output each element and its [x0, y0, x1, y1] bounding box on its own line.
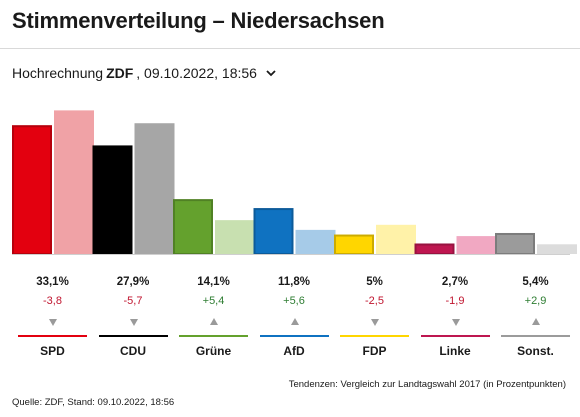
selector-prefix: Hochrechnung	[12, 65, 104, 81]
category-label: Grüne	[195, 344, 232, 358]
diff-label: +2,9	[524, 295, 547, 307]
value-label: 33,1%	[36, 276, 69, 288]
bar-2017-4	[376, 224, 416, 254]
bar-current-5[interactable]	[414, 243, 455, 256]
party-column: 14,1% +5,4 Grüne	[179, 270, 248, 370]
triangle-up-icon	[532, 318, 540, 325]
bar-current-6[interactable]	[495, 232, 535, 255]
party-column: 5% -2,5 FDP	[340, 270, 409, 370]
selector-source: ZDF	[106, 65, 134, 81]
party-color-line	[18, 335, 87, 337]
party-color-line	[501, 335, 570, 337]
chevron-down-icon[interactable]	[265, 67, 277, 79]
diff-label: -3,8	[43, 295, 62, 307]
source-line: Quelle: ZDF, Stand: 09.10.2022, 18:56	[12, 397, 175, 408]
value-label: 27,9%	[116, 276, 150, 288]
party-column: 11,8% +5,6 AfD	[259, 270, 329, 370]
bar-current-0[interactable]	[12, 125, 52, 256]
party-results: 33,1% -3,8 SPD 27,9% -5,7 CDU 14,1% +5,4 Grüne 11…	[0, 270, 580, 370]
bar-current-2[interactable]	[173, 199, 213, 255]
diff-label: +5,4	[202, 295, 225, 307]
diff-label: +5,6	[283, 295, 305, 307]
bar-current-4[interactable]	[334, 234, 374, 256]
bar-current-3[interactable]	[253, 208, 294, 255]
category-label: Sonst.	[517, 344, 554, 358]
bar-2017-3	[295, 229, 336, 254]
category-label: AfD	[283, 344, 305, 358]
party-color-line	[259, 335, 329, 337]
bar-2017-6	[537, 244, 577, 254]
party-column: 27,9% -5,7 CDU	[98, 270, 168, 370]
forecast-selector[interactable]: Hochrechnung ZDF , 09.10.2022, 18:56	[12, 65, 277, 81]
selector-date: , 09.10.2022, 18:56	[136, 65, 257, 81]
vote-share-chart	[12, 110, 577, 256]
party-column: 2,7% -1,9 Linke	[420, 270, 490, 370]
bar-2017-2	[215, 220, 255, 254]
category-label: SPD	[40, 344, 65, 358]
bar-current-1[interactable]	[92, 145, 133, 256]
bar-2017-0	[54, 110, 94, 254]
triangle-down-icon	[451, 319, 460, 326]
triangle-up-icon	[210, 318, 218, 325]
title-divider	[0, 48, 580, 49]
diff-label: -2,5	[365, 295, 384, 307]
triangle-down-icon	[49, 319, 57, 326]
bar-2017-1	[134, 123, 175, 255]
chart-baseline	[12, 254, 570, 255]
triangle-up-icon	[290, 318, 299, 325]
party-color-line	[420, 335, 490, 337]
diff-label: -1,9	[445, 295, 465, 307]
party-color-line	[98, 335, 168, 337]
value-label: 5,4%	[522, 276, 549, 288]
value-label: 5%	[366, 276, 383, 288]
triangle-down-icon	[371, 319, 379, 326]
value-label: 2,7%	[441, 276, 469, 288]
bar-2017-5	[456, 236, 497, 254]
value-label: 11,8%	[278, 276, 310, 288]
party-column: 33,1% -3,8 SPD	[18, 270, 87, 370]
party-column: 5,4% +2,9 Sonst.	[501, 270, 570, 370]
triangle-down-icon	[129, 319, 138, 326]
diff-label: -5,7	[123, 295, 143, 307]
category-label: FDP	[362, 344, 387, 358]
value-label: 14,1%	[197, 276, 230, 288]
page-title: Stimmenverteilung – Niedersachsen	[12, 8, 385, 33]
party-color-line	[179, 335, 248, 337]
party-color-line	[340, 335, 409, 337]
trend-note: Tendenzen: Vergleich zur Landtagswahl 20…	[288, 379, 566, 390]
category-label: Linke	[439, 344, 471, 358]
category-label: CDU	[120, 344, 146, 358]
